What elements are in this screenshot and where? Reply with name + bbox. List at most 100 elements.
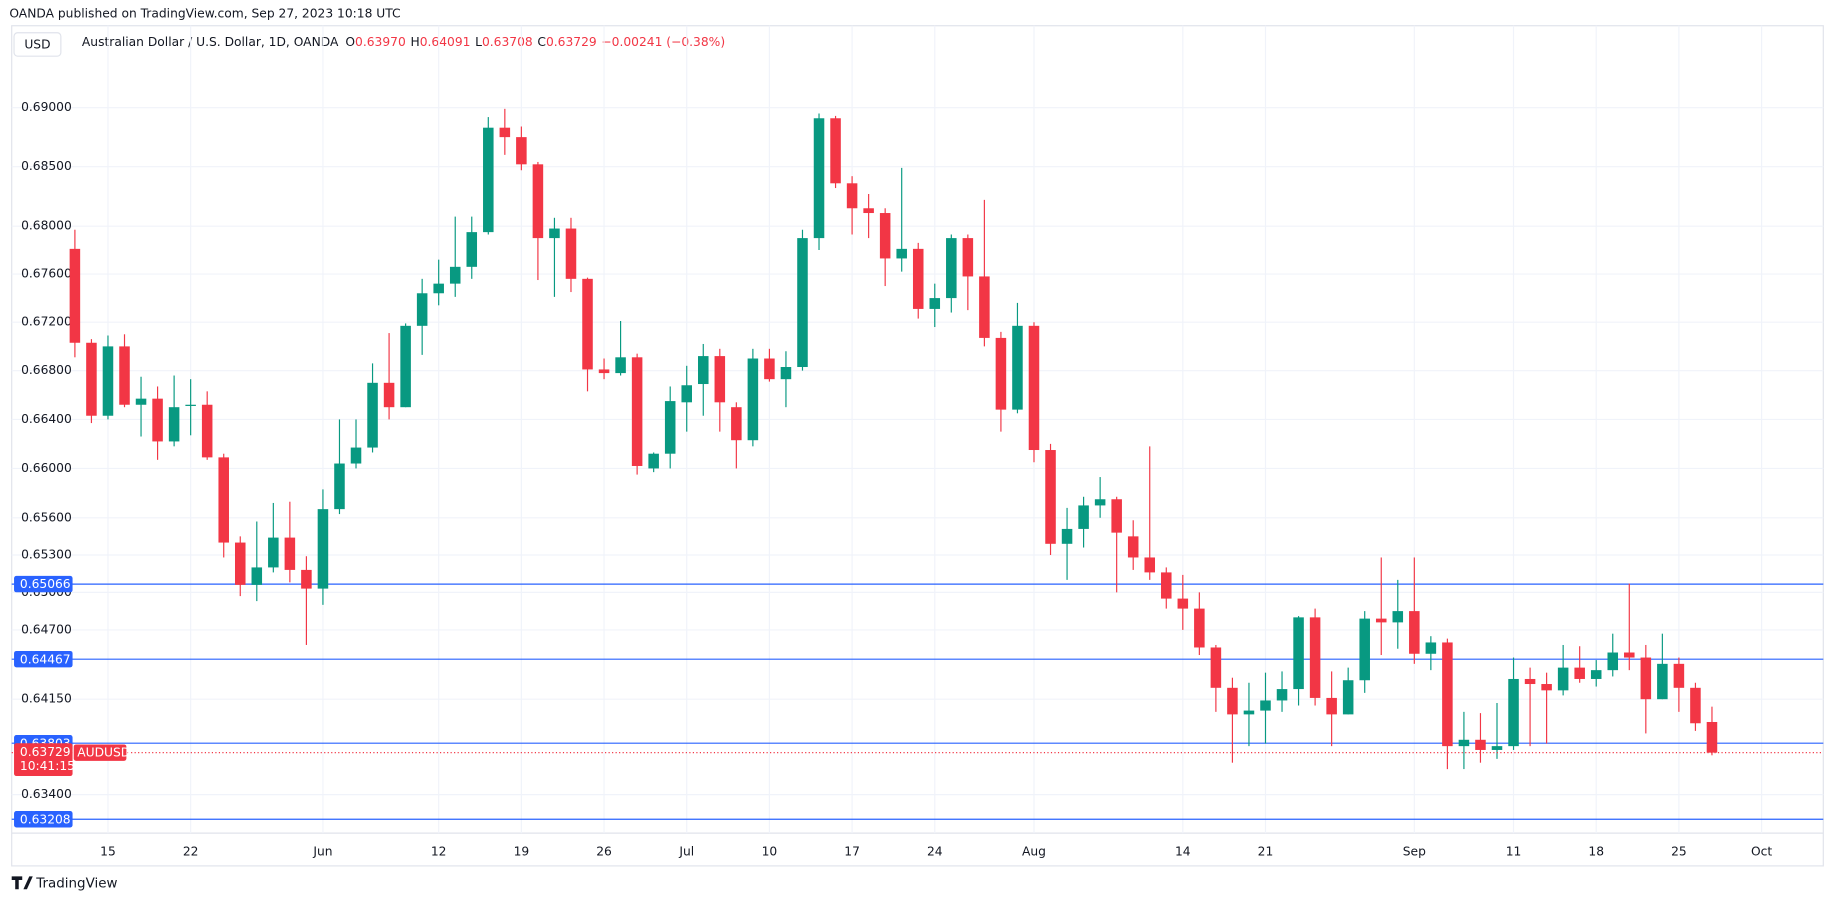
candle-body: [1557, 667, 1569, 691]
candle-body: [731, 407, 742, 441]
candle-body: [1045, 450, 1056, 544]
legend: Australian Dollar / U.S. Dollar, 1D, OAN…: [82, 35, 725, 49]
countdown-label: 10:41:15: [20, 759, 75, 773]
candle-body: [1590, 670, 1602, 679]
ohlc-value: 0.63708: [482, 35, 533, 49]
candle-body: [1673, 663, 1685, 688]
ohlc-value: 0.64091: [420, 35, 471, 49]
candle-body: [714, 356, 726, 403]
candle-body: [135, 398, 147, 405]
currency-button-label[interactable]: USD: [24, 38, 50, 52]
candle-body: [218, 457, 229, 543]
candle-body: [268, 537, 279, 568]
candle-body: [1293, 617, 1304, 690]
price-label-box: [14, 811, 73, 828]
candle-body: [830, 118, 841, 184]
candle-body: [433, 283, 444, 294]
candle-body: [1508, 678, 1519, 747]
candle-body: [416, 293, 428, 326]
candle-body: [1028, 325, 1040, 451]
y-tick-label: 0.64150: [21, 692, 72, 706]
candle-body: [152, 398, 163, 442]
x-tick-label: Jun: [312, 844, 332, 858]
y-tick-label: 0.66400: [21, 412, 72, 426]
price-label: 0.64467: [20, 652, 71, 666]
candle-body: [185, 404, 196, 406]
x-tick-label: 10: [762, 844, 778, 858]
candle-body: [234, 542, 246, 585]
candle-body: [598, 369, 610, 374]
y-tick-label: 0.67200: [21, 315, 72, 329]
candle-body: [350, 447, 362, 464]
chart-frame: [11, 25, 1824, 867]
y-tick-label: 0.66000: [21, 461, 72, 475]
candle-body: [1161, 572, 1172, 599]
candle-body: [1375, 618, 1387, 623]
candle-body: [780, 367, 792, 380]
x-tick-label: 26: [596, 844, 612, 858]
x-tick-label: 22: [183, 844, 199, 858]
price-label: 0.63208: [20, 812, 71, 826]
candle-body: [664, 401, 676, 454]
price-label-box: [14, 575, 73, 593]
x-tick-label: Sep: [1403, 844, 1426, 858]
x-tick-label: 25: [1671, 844, 1687, 858]
symbol-label: AUDUSD: [77, 746, 130, 760]
candle-body: [1425, 642, 1437, 654]
candle-body: [1458, 739, 1470, 747]
candle-body: [1061, 528, 1073, 544]
candle-body: [1227, 687, 1238, 715]
candle-body: [813, 118, 825, 239]
candle-body: [681, 385, 692, 403]
x-tick-label: Aug: [1022, 844, 1046, 858]
y-tick-label: 0.68000: [21, 219, 72, 233]
x-tick-label: 17: [844, 844, 860, 858]
ohlc-label: L: [475, 35, 482, 49]
ohlc-value: 0.63729: [546, 35, 597, 49]
x-tick-label: 12: [431, 844, 447, 858]
candle-body: [334, 463, 345, 510]
candle-body: [301, 569, 312, 589]
candle-body: [979, 276, 990, 338]
candle-body: [1524, 678, 1536, 685]
currency-button[interactable]: [13, 32, 62, 57]
candle-body: [896, 248, 907, 259]
y-tick-label: 0.66800: [21, 363, 72, 377]
y-tick-label: 0.65600: [21, 510, 72, 524]
price-label-box: [14, 650, 73, 668]
last-price-label: 0.63729: [20, 745, 71, 759]
x-tick-label: Jul: [678, 844, 694, 858]
candle-body: [1194, 608, 1205, 648]
candle-body: [69, 248, 81, 343]
candle-body: [1657, 663, 1668, 700]
candle-body: [879, 213, 891, 259]
candle-body: [1342, 680, 1354, 715]
candle-body: [846, 183, 858, 209]
candle-body: [1359, 618, 1370, 681]
ohlc-label: O: [345, 35, 355, 49]
x-tick-label: 15: [100, 844, 116, 858]
ohlc-label: C: [537, 35, 546, 49]
candle-body: [565, 228, 577, 279]
candle-body: [1690, 687, 1701, 724]
candle-body: [466, 232, 478, 267]
candle-body: [119, 346, 130, 405]
candle-body: [582, 278, 593, 370]
candle-body: [1326, 697, 1337, 715]
candle-body: [168, 407, 180, 442]
brand-logo: [11, 876, 33, 890]
candle-body: [1392, 611, 1404, 623]
candle-body: [1078, 505, 1089, 529]
y-tick-label: 0.63400: [21, 787, 72, 801]
candle-body: [648, 453, 659, 469]
y-tick-label: 0.67600: [21, 267, 72, 281]
candle-body: [1177, 598, 1189, 609]
instrument: Australian Dollar / U.S. Dollar, 1D, OAN…: [82, 35, 339, 49]
candle-body: [449, 266, 461, 284]
candle-body: [747, 358, 759, 441]
candle-body: [1094, 499, 1106, 506]
x-tick-label: 11: [1506, 844, 1522, 858]
candle-body: [1442, 642, 1453, 747]
candle-body: [929, 298, 941, 309]
